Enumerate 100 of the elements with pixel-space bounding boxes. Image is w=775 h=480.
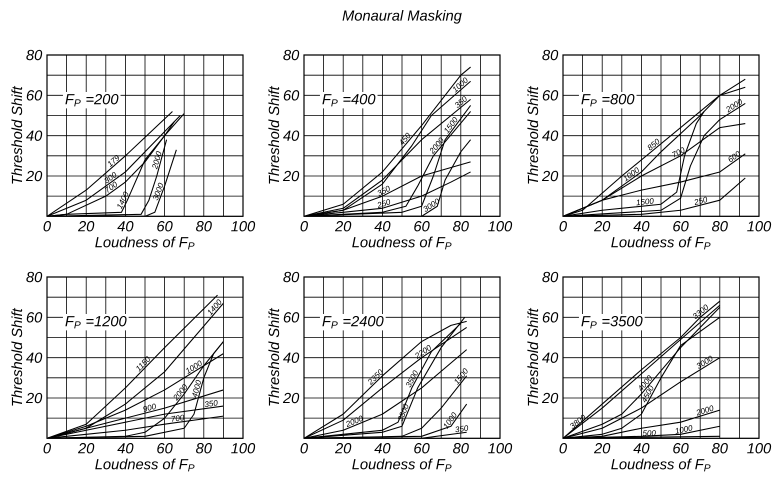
x-tick-label: 40 (374, 221, 390, 232)
y-tick-label: 60 (284, 90, 300, 101)
text: 1500 (636, 198, 654, 206)
annotation: F$_{P}$ =200 (65, 94, 118, 106)
text: 2000 (726, 98, 742, 113)
x-tick-label: 80 (196, 221, 212, 232)
y-tick-label: 60 (542, 90, 558, 101)
y-axis-title: Threshold Shift (11, 86, 22, 184)
x-axis-title: Loudness of F$_{P}$ (352, 458, 452, 472)
x-tick-label: 100 (231, 221, 256, 232)
text: 900 (143, 404, 156, 412)
x-axis-title: Loudness of F$_{P}$ (95, 236, 194, 250)
text: 2000 (346, 416, 363, 428)
y-tick-label: 60 (26, 312, 42, 323)
y-tick-label: 40 (542, 130, 558, 141)
text: 3000 (153, 182, 164, 200)
text: 2000 (696, 405, 714, 416)
x-tick-label: 40 (633, 443, 650, 454)
x-tick-label: 60 (414, 221, 430, 232)
text: 2000 (152, 151, 162, 170)
text: 1000 (676, 425, 692, 434)
x-tick-label: 60 (673, 221, 689, 232)
x-tick-label: 0 (300, 443, 308, 454)
y-tick-label: 40 (283, 130, 300, 141)
x-tick-label: 20 (334, 443, 352, 454)
text: 4000 (192, 380, 201, 398)
x-tick-label: 80 (196, 443, 212, 454)
text: 450 (400, 132, 410, 146)
x-tick-label: 80 (712, 221, 728, 232)
x-tick-label: 40 (117, 221, 134, 232)
x-tick-label: 60 (157, 221, 173, 232)
x-tick-label: 20 (78, 443, 94, 454)
y-tick-label: 80 (283, 50, 300, 60)
y-tick-label: 20 (282, 170, 300, 182)
x-axis-title: Loudness of F$_{P}$ (611, 458, 710, 472)
text: 3500 (406, 370, 418, 388)
x-tick-label: 60 (414, 443, 430, 454)
x-axis-title: Loudness of F$_{P}$ (95, 458, 194, 472)
text: 350 (204, 400, 218, 408)
x-tick-label: 40 (633, 221, 650, 232)
y-tick-label: 60 (542, 312, 558, 323)
y-tick-label: 80 (26, 272, 42, 282)
text: 350 (455, 96, 467, 108)
y-tick-label: 80 (542, 50, 558, 60)
x-tick-label: 60 (157, 443, 173, 454)
x-tick-label: 60 (673, 443, 689, 454)
annotation: F$_{P}$ =800 (581, 94, 634, 106)
x-tick-label: 40 (117, 443, 134, 454)
y-axis-title: Threshold Shift (11, 308, 22, 406)
y-tick-label: 20 (26, 392, 42, 404)
y-axis-title: Threshold Shift (268, 308, 280, 406)
x-tick-label: 100 (747, 443, 772, 454)
y-tick-label: 80 (542, 272, 558, 282)
annotation: F$_{P}$ =1200 (65, 316, 127, 328)
x-tick-label: 0 (560, 221, 567, 232)
chart-title: Monaural Masking (342, 10, 462, 24)
x-tick-label: 0 (560, 443, 567, 454)
y-tick-label: 40 (283, 352, 300, 363)
text: 3000 (424, 198, 440, 212)
x-tick-label: 20 (334, 221, 352, 232)
y-tick-label: 20 (26, 170, 42, 182)
x-tick-label: 0 (300, 221, 308, 232)
x-tick-label: 100 (488, 443, 512, 454)
x-tick-label: 0 (44, 443, 51, 454)
annotation: F$_{P}$ =400 (322, 94, 376, 106)
text: 700 (104, 182, 117, 193)
y-tick-label: 20 (542, 392, 558, 404)
y-axis-title: Threshold Shift (268, 86, 280, 184)
x-tick-label: 100 (488, 221, 512, 232)
x-tick-label: 40 (374, 443, 390, 454)
text: 850 (648, 138, 660, 150)
x-axis-title: Loudness of F$_{P}$ (352, 236, 452, 250)
text: 250 (378, 199, 390, 208)
text: 3000 (696, 356, 712, 369)
y-tick-label: 60 (26, 90, 42, 101)
x-tick-label: 20 (78, 221, 94, 232)
y-tick-label: 40 (26, 130, 42, 141)
x-tick-label: 80 (712, 443, 728, 454)
x-tick-label: 80 (453, 443, 469, 454)
annotation: F$_{P}$ =2400 (322, 316, 384, 328)
y-tick-label: 80 (283, 272, 300, 282)
x-tick-label: 80 (453, 221, 469, 232)
text: 250 (694, 196, 708, 206)
y-tick-label: 40 (542, 352, 558, 363)
text: 1000 (186, 360, 202, 374)
x-tick-label: 100 (747, 221, 772, 232)
text: 179 (108, 154, 119, 168)
annotation: F$_{P}$ =3500 (581, 316, 643, 328)
x-tick-label: 100 (231, 443, 256, 454)
x-axis-title: Loudness of F$_{P}$ (611, 236, 710, 250)
x-tick-label: 0 (44, 221, 51, 232)
y-axis-title: Threshold Shift (527, 308, 538, 406)
y-tick-label: 80 (26, 50, 42, 60)
y-tick-label: 60 (284, 312, 300, 323)
y-tick-label: 20 (282, 392, 300, 404)
x-tick-label: 20 (594, 221, 610, 232)
series-label: 500 (642, 430, 656, 436)
y-axis-title: Threshold Shift (527, 86, 538, 184)
y-tick-label: 40 (26, 352, 42, 363)
y-tick-label: 20 (542, 170, 558, 182)
